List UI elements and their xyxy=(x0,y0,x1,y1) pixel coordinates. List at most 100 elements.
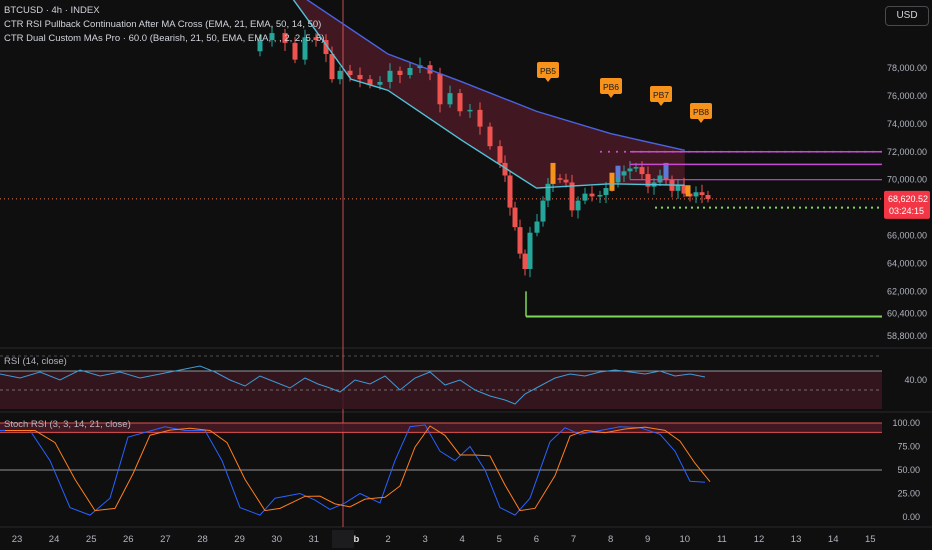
candle xyxy=(477,102,483,135)
candle xyxy=(292,37,298,64)
stoch-overbought-band xyxy=(0,423,882,433)
pullback-candle xyxy=(615,165,621,179)
time-axis-label: 8 xyxy=(608,534,613,545)
pullback-label-pb6: PB6 xyxy=(600,78,622,98)
last-price-value: 68,620.52 xyxy=(888,194,928,204)
candle-body xyxy=(569,182,575,211)
candle-body xyxy=(457,93,463,112)
pullback-label-pb8: PB8 xyxy=(690,103,712,123)
candle-body xyxy=(527,232,533,269)
candle-body xyxy=(512,207,518,228)
candle xyxy=(582,187,588,205)
candle xyxy=(597,190,603,203)
pullback-label-pointer xyxy=(608,94,614,98)
time-axis-label: 9 xyxy=(645,534,650,545)
candle-body xyxy=(589,193,595,197)
candle xyxy=(269,25,275,47)
stoch-pane-title[interactable]: Stoch RSI (3, 3, 14, 21, close) xyxy=(4,419,131,430)
candle xyxy=(657,169,663,186)
candle-body xyxy=(705,195,711,199)
price-axis-label: 64,000.00 xyxy=(887,258,927,268)
candle xyxy=(705,190,711,203)
pullback-label-pb5: PB5 xyxy=(537,62,559,82)
candle-body xyxy=(502,162,508,176)
candle xyxy=(569,174,575,217)
time-axis-label: 2 xyxy=(385,534,390,545)
candle xyxy=(357,67,363,88)
candle xyxy=(603,182,609,204)
time-axis-label: 7 xyxy=(571,534,576,545)
last-price-tag xyxy=(884,190,930,219)
symbol-title: BTCUSD · 4h · INDEX xyxy=(4,5,100,16)
candle xyxy=(457,88,463,117)
stoch-d-line xyxy=(5,425,711,512)
price-axis-label: 66,000.00 xyxy=(887,231,927,241)
time-axis-label: 26 xyxy=(123,534,134,545)
candle-body xyxy=(497,146,503,163)
candle xyxy=(313,33,319,47)
pullback-label-pointer xyxy=(698,119,704,123)
candle-body xyxy=(257,40,263,52)
candle-body xyxy=(639,167,645,175)
candle-body xyxy=(627,168,633,172)
time-axis-label: 10 xyxy=(680,534,691,545)
candle-body xyxy=(563,179,569,183)
candle xyxy=(437,67,443,113)
pullback-label-text: PB5 xyxy=(540,66,556,76)
time-axis-label: 4 xyxy=(460,534,465,545)
pullback-candle xyxy=(609,172,615,191)
candle xyxy=(621,165,627,183)
stoch-axis-label: 75.00 xyxy=(897,442,920,452)
candle xyxy=(323,34,329,63)
candle xyxy=(282,28,288,51)
candle xyxy=(467,104,473,118)
candle-body xyxy=(329,54,335,80)
candle-body xyxy=(575,200,581,211)
time-axis-label: 6 xyxy=(534,534,539,545)
candle xyxy=(487,122,493,150)
price-axis-label: 78,000.00 xyxy=(887,63,927,73)
rsi-pane-title[interactable]: RSI (14, close) xyxy=(4,356,67,367)
candle xyxy=(512,201,518,231)
indicator-legend-2[interactable]: CTR Dual Custom MAs Pro · 60.0 (Bearish,… xyxy=(4,33,325,44)
candle-body xyxy=(397,70,403,75)
time-axis-label: 27 xyxy=(160,534,171,545)
candle-body xyxy=(557,178,563,180)
pullback-candle xyxy=(663,162,669,179)
price-axis-label: 70,000.00 xyxy=(887,175,927,185)
candle xyxy=(407,62,413,79)
indicator-legend-1[interactable]: CTR RSI Pullback Continuation After MA C… xyxy=(4,19,322,30)
pullback-label-box xyxy=(537,62,559,78)
candle-body xyxy=(437,73,443,105)
candle xyxy=(557,174,563,184)
candle-body xyxy=(269,33,275,41)
stoch-axis-label: 0.00 xyxy=(902,512,920,522)
time-axis-label: 24 xyxy=(49,534,60,545)
candle-body xyxy=(337,70,343,80)
stoch-k-line xyxy=(0,424,706,516)
candle-body xyxy=(657,175,663,183)
price-axis-label: 76,000.00 xyxy=(887,91,927,101)
candle xyxy=(540,196,546,227)
time-axis-label: 3 xyxy=(422,534,427,545)
candle-body xyxy=(517,227,523,254)
candle-body xyxy=(407,68,413,75)
candle xyxy=(517,219,523,259)
candle xyxy=(507,171,513,216)
candle-body xyxy=(487,126,493,147)
pullback-label-box xyxy=(650,86,672,102)
candle xyxy=(367,74,373,89)
time-axis-label: 23 xyxy=(12,534,23,545)
price-axis-label: 60,400.00 xyxy=(887,309,927,319)
time-axis-label: 12 xyxy=(754,534,765,545)
time-axis-label: 11 xyxy=(717,534,727,545)
time-axis-label: 14 xyxy=(828,534,839,545)
pullback-label-text: PB6 xyxy=(603,82,619,92)
price-axis-label: 58,800.00 xyxy=(887,331,927,341)
candle xyxy=(693,186,699,203)
pullback-label-text: PB7 xyxy=(653,90,669,100)
time-axis-label: 5 xyxy=(497,534,502,545)
candle-body xyxy=(302,37,308,60)
currency-button[interactable]: USD xyxy=(885,6,929,26)
